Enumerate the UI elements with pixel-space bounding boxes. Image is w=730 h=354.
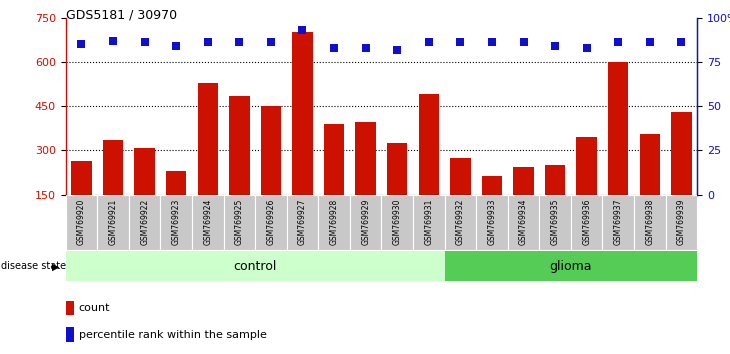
Point	[139, 40, 150, 45]
Text: GSM769928: GSM769928	[329, 199, 339, 245]
Bar	[72, 161, 92, 195]
Bar	[539, 195, 571, 250]
Bar	[476, 195, 508, 250]
Bar	[103, 140, 123, 195]
Point	[423, 40, 434, 45]
Point	[612, 40, 624, 45]
Point	[455, 40, 466, 45]
Text: GSM769938: GSM769938	[645, 199, 654, 245]
Bar	[418, 95, 439, 195]
Point	[518, 40, 529, 45]
Bar	[513, 167, 534, 195]
Text: glioma: glioma	[550, 260, 592, 273]
Bar	[608, 62, 629, 195]
Bar	[387, 143, 407, 195]
Text: GSM769923: GSM769923	[172, 199, 181, 245]
Point	[644, 40, 656, 45]
Text: GSM769931: GSM769931	[424, 199, 434, 245]
Text: GSM769935: GSM769935	[550, 199, 560, 245]
Bar	[287, 195, 318, 250]
Bar	[261, 106, 281, 195]
Point	[486, 40, 498, 45]
Bar	[634, 195, 666, 250]
Text: GSM769920: GSM769920	[77, 199, 86, 245]
Bar	[161, 195, 192, 250]
Bar	[381, 195, 413, 250]
Bar	[292, 33, 312, 195]
Text: GSM769927: GSM769927	[298, 199, 307, 245]
Text: GSM769934: GSM769934	[519, 199, 528, 245]
Bar	[166, 171, 186, 195]
Bar	[192, 195, 223, 250]
Point	[296, 27, 308, 33]
Point	[675, 40, 687, 45]
Bar	[508, 195, 539, 250]
Bar	[134, 148, 155, 195]
Bar	[255, 195, 287, 250]
Bar	[223, 195, 256, 250]
Bar	[671, 112, 691, 195]
Point	[265, 40, 277, 45]
Text: GSM769936: GSM769936	[582, 199, 591, 245]
Point	[170, 43, 182, 49]
Text: GSM769929: GSM769929	[361, 199, 370, 245]
Point	[360, 45, 372, 51]
Point	[107, 38, 119, 44]
Bar	[350, 195, 381, 250]
Bar	[602, 195, 634, 250]
Point	[76, 41, 88, 47]
Bar	[229, 96, 250, 195]
Bar	[445, 195, 476, 250]
Point	[202, 40, 214, 45]
Text: GSM769932: GSM769932	[456, 199, 465, 245]
Bar	[324, 124, 345, 195]
Point	[328, 45, 340, 51]
Bar	[450, 158, 471, 195]
Point	[391, 47, 403, 52]
Bar	[445, 251, 697, 281]
Bar	[128, 195, 161, 250]
Text: percentile rank within the sample: percentile rank within the sample	[79, 330, 266, 339]
Text: GSM769921: GSM769921	[109, 199, 118, 245]
Bar	[571, 195, 602, 250]
Bar	[198, 82, 218, 195]
Bar	[356, 122, 376, 195]
Bar	[66, 195, 97, 250]
Text: count: count	[79, 303, 110, 313]
Text: GSM769922: GSM769922	[140, 199, 149, 245]
Text: GSM769925: GSM769925	[235, 199, 244, 245]
Point	[234, 40, 245, 45]
Text: GSM769939: GSM769939	[677, 199, 686, 245]
Text: disease state: disease state	[1, 261, 66, 272]
Text: GSM769930: GSM769930	[393, 199, 402, 245]
Bar	[97, 195, 128, 250]
Text: GSM769933: GSM769933	[488, 199, 496, 245]
Text: GSM769924: GSM769924	[203, 199, 212, 245]
Text: ▶: ▶	[53, 261, 60, 272]
Bar	[413, 195, 445, 250]
Point	[581, 45, 593, 51]
Point	[549, 43, 561, 49]
Text: control: control	[234, 260, 277, 273]
Bar	[66, 251, 445, 281]
Bar	[318, 195, 350, 250]
Bar	[577, 137, 597, 195]
Bar	[545, 165, 565, 195]
Text: GDS5181 / 30970: GDS5181 / 30970	[66, 9, 177, 22]
Text: GSM769926: GSM769926	[266, 199, 275, 245]
Text: GSM769937: GSM769937	[614, 199, 623, 245]
Bar	[482, 176, 502, 195]
Bar	[639, 134, 660, 195]
Bar	[666, 195, 697, 250]
